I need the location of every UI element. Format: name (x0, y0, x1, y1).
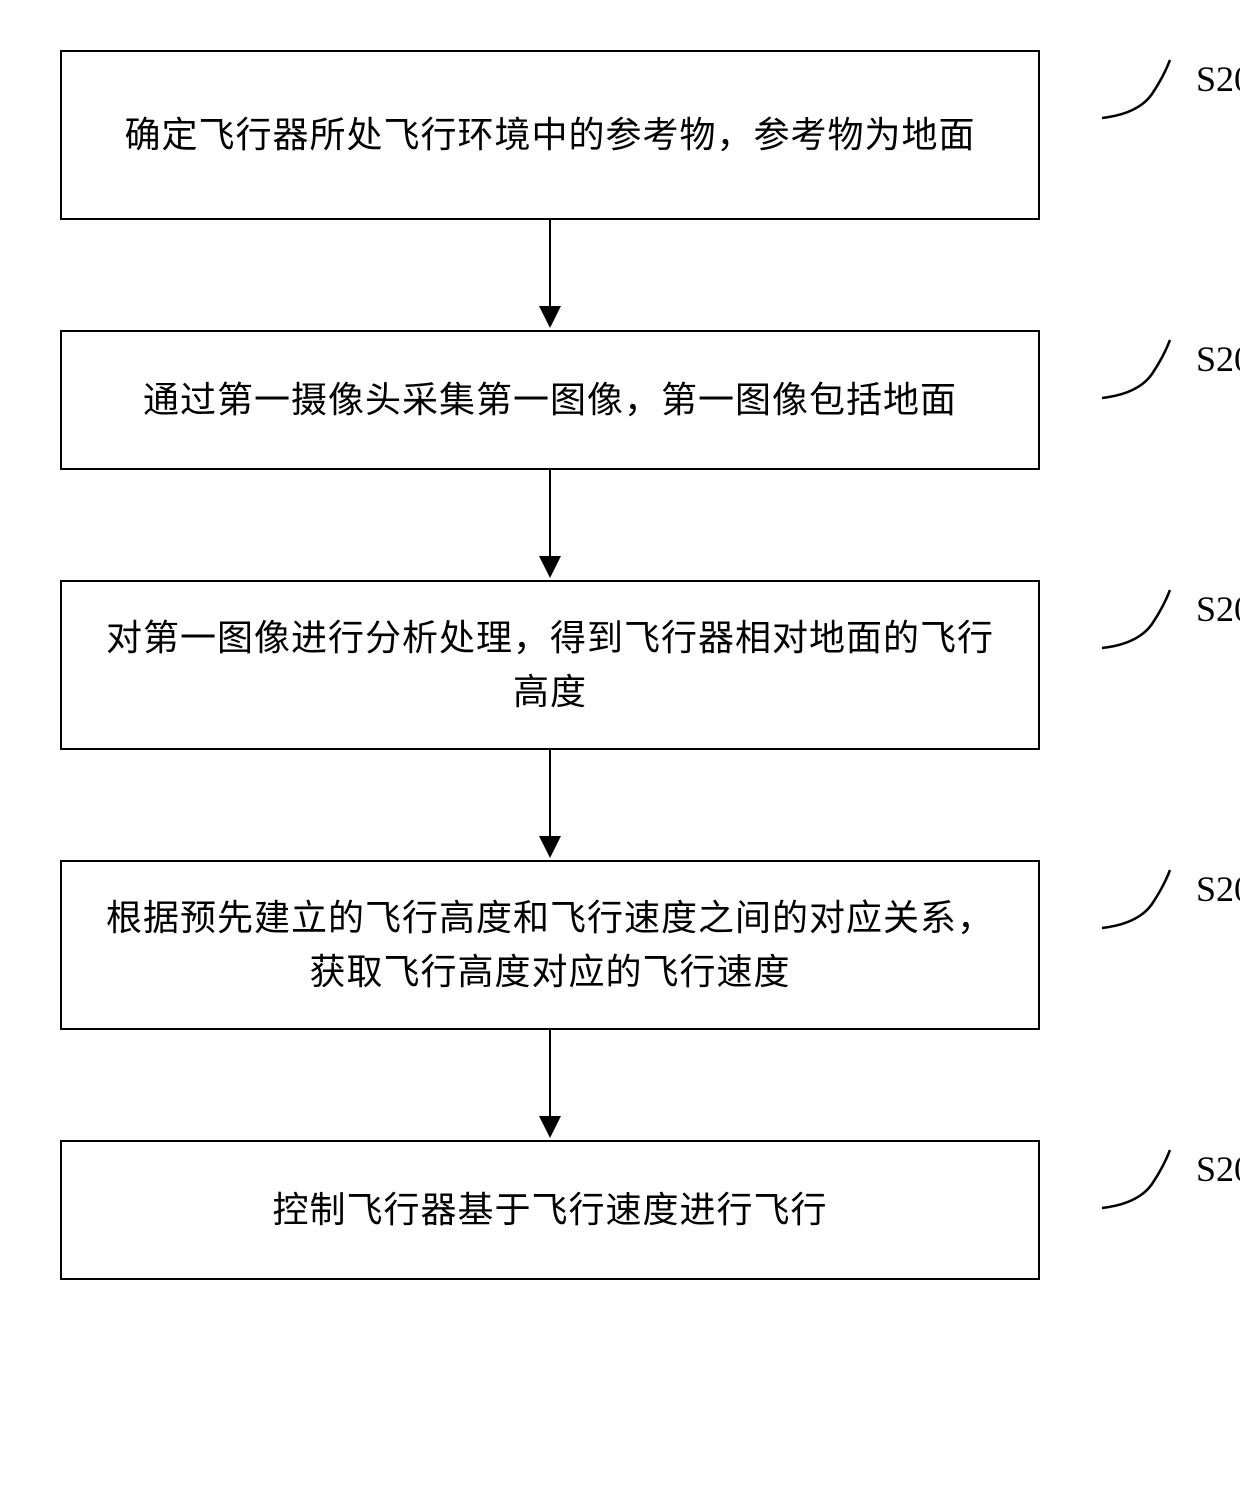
arrow-line (549, 750, 551, 840)
flow-box-text: 对第一图像进行分析处理，得到飞行器相对地面的飞行高度 (92, 611, 1008, 719)
flow-box: 根据预先建立的飞行高度和飞行速度之间的对应关系，获取飞行高度对应的飞行速度 (60, 860, 1040, 1030)
arrow-head-icon (539, 306, 561, 328)
flow-step: 控制飞行器基于飞行速度进行飞行 S205 (60, 1140, 1180, 1280)
label-connector-curve (1100, 336, 1190, 406)
label-connector-curve (1100, 1146, 1190, 1216)
flow-box-text: 通过第一摄像头采集第一图像，第一图像包括地面 (143, 373, 957, 427)
flow-box: 对第一图像进行分析处理，得到飞行器相对地面的飞行高度 (60, 580, 1040, 750)
flow-step: 通过第一摄像头采集第一图像，第一图像包括地面 S202 (60, 330, 1180, 470)
step-label: S201 (1196, 58, 1240, 100)
flow-step: 对第一图像进行分析处理，得到飞行器相对地面的飞行高度 S203 (60, 580, 1180, 750)
flow-box-text: 确定飞行器所处飞行环境中的参考物，参考物为地面 (124, 108, 975, 162)
arrow-line (549, 470, 551, 560)
label-connector-curve (1100, 586, 1190, 656)
flow-box: 确定飞行器所处飞行环境中的参考物，参考物为地面 (60, 50, 1040, 220)
step-label: S203 (1196, 588, 1240, 630)
arrow-head-icon (539, 1116, 561, 1138)
step-label: S204 (1196, 868, 1240, 910)
label-connector-curve (1100, 866, 1190, 936)
flow-arrow (60, 470, 1040, 580)
flow-box: 通过第一摄像头采集第一图像，第一图像包括地面 (60, 330, 1040, 470)
arrow-head-icon (539, 836, 561, 858)
flowchart-container: 确定飞行器所处飞行环境中的参考物，参考物为地面 S201 通过第一摄像头采集第一… (60, 50, 1180, 1280)
arrow-line (549, 1030, 551, 1120)
step-label: S202 (1196, 338, 1240, 380)
flow-arrow (60, 1030, 1040, 1140)
flow-step: 确定飞行器所处飞行环境中的参考物，参考物为地面 S201 (60, 50, 1180, 220)
flow-box-text: 根据预先建立的飞行高度和飞行速度之间的对应关系，获取飞行高度对应的飞行速度 (92, 891, 1008, 999)
arrow-head-icon (539, 556, 561, 578)
flow-arrow (60, 220, 1040, 330)
step-label: S205 (1196, 1148, 1240, 1190)
flow-box-text: 控制飞行器基于飞行速度进行飞行 (272, 1183, 827, 1237)
arrow-line (549, 220, 551, 310)
flow-box: 控制飞行器基于飞行速度进行飞行 (60, 1140, 1040, 1280)
label-connector-curve (1100, 56, 1190, 126)
flow-arrow (60, 750, 1040, 860)
flow-step: 根据预先建立的飞行高度和飞行速度之间的对应关系，获取飞行高度对应的飞行速度 S2… (60, 860, 1180, 1030)
